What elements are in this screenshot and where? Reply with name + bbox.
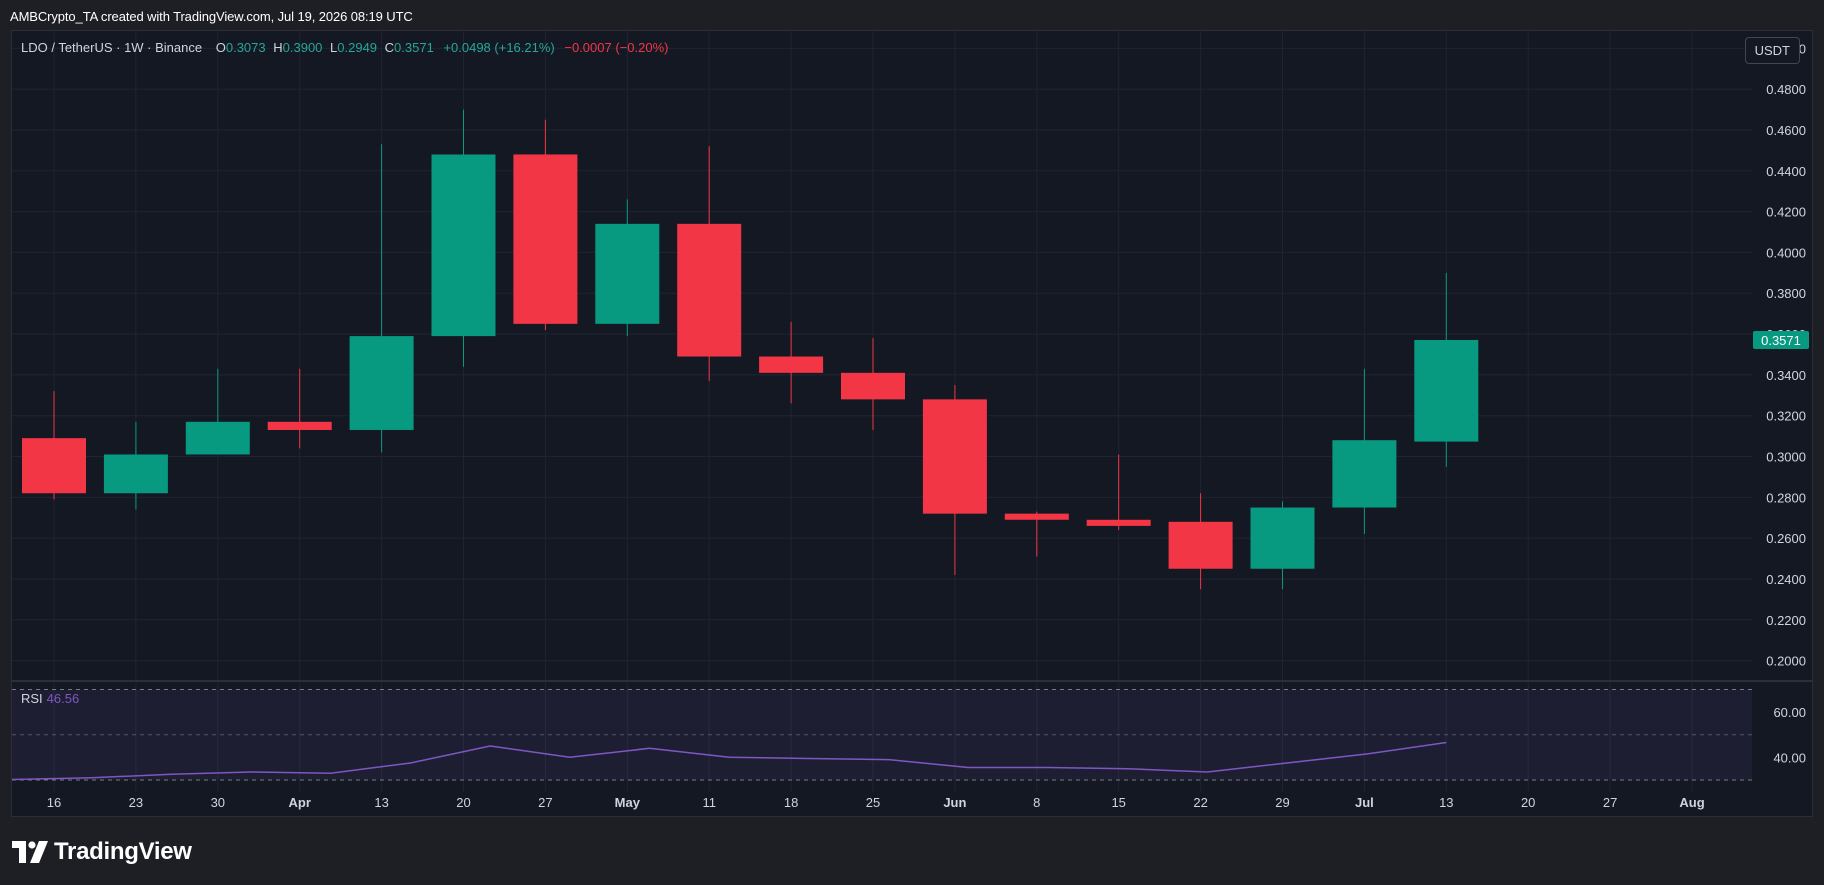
- price-tick-label: 0.2000: [1766, 654, 1806, 669]
- low-label: L: [330, 40, 338, 55]
- x-axis-label: 11: [702, 795, 716, 810]
- x-axis-label: 27: [538, 795, 552, 810]
- x-axis-label: 30: [211, 795, 225, 810]
- x-axis-label: Jul: [1355, 795, 1374, 810]
- price-tick-label: 0.3200: [1766, 409, 1806, 424]
- price-tick-label: 0.2600: [1766, 531, 1806, 546]
- rsi-value: 46.56: [46, 691, 80, 706]
- x-axis-label: 15: [1111, 795, 1125, 810]
- chart-frame[interactable]: 0.50000.48000.46000.44000.42000.40000.38…: [11, 30, 1813, 817]
- x-axis-label: 27: [1603, 795, 1617, 810]
- x-axis-label: 23: [129, 795, 143, 810]
- candle-body-down[interactable]: [1168, 521, 1233, 569]
- x-axis-label: May: [615, 795, 641, 810]
- rsi-tick-label: 60.00: [1773, 705, 1806, 720]
- currency-unit-button[interactable]: USDT: [1744, 37, 1800, 64]
- x-axis-label: 8: [1033, 795, 1040, 810]
- open-value: 0.3073: [225, 40, 266, 55]
- x-axis-label: Aug: [1679, 795, 1704, 810]
- last-price-label: 0.3571: [1761, 333, 1801, 348]
- rsi-label[interactable]: RSI: [21, 691, 43, 706]
- price-tick-label: 0.4600: [1766, 123, 1806, 138]
- x-axis-label: 18: [784, 795, 798, 810]
- last-price-badge: [1753, 330, 1809, 349]
- candle-body-down[interactable]: [677, 223, 742, 357]
- change-value: +0.0498 (+16.21%): [443, 40, 555, 55]
- open-label: O: [215, 40, 226, 55]
- x-axis-label: 22: [1193, 795, 1207, 810]
- candle-body-down[interactable]: [841, 372, 905, 400]
- high-label: H: [273, 40, 283, 55]
- x-axis-label: 13: [374, 795, 388, 810]
- price-tick-label: 0.2200: [1766, 613, 1806, 628]
- rsi-band-background: [12, 689, 1752, 780]
- candle-body-up[interactable]: [1414, 339, 1479, 442]
- symbol-title[interactable]: LDO / TetherUS · 1W · Binance: [21, 40, 203, 55]
- price-tick-label: 0.4200: [1766, 205, 1806, 220]
- price-tick-label: 0.3800: [1766, 286, 1806, 301]
- close-label: C: [384, 40, 395, 55]
- candle-body-down[interactable]: [267, 421, 332, 430]
- x-axis-label: 20: [456, 795, 470, 810]
- x-axis-label: 13: [1439, 795, 1453, 810]
- candle-body-up[interactable]: [1250, 507, 1315, 569]
- price-tick-label: 0.2800: [1766, 490, 1806, 505]
- brand-name: TradingView: [54, 838, 192, 865]
- candle-body-up[interactable]: [595, 223, 660, 324]
- price-tick-label: 0.2400: [1766, 572, 1806, 587]
- close-value: 0.3571: [394, 40, 434, 55]
- tradingview-logo-icon: [12, 841, 48, 863]
- candle-body-up[interactable]: [185, 421, 250, 455]
- x-axis-label: Jun: [943, 795, 966, 810]
- x-axis-label: 20: [1521, 795, 1535, 810]
- candle-body-down[interactable]: [1004, 513, 1069, 520]
- candle-body-down[interactable]: [922, 399, 987, 514]
- credit-header: AMBCrypto_TA created with TradingView.co…: [10, 9, 413, 24]
- x-axis-label: 25: [866, 795, 880, 810]
- x-axis-label: Apr: [289, 795, 311, 810]
- tradingview-brand[interactable]: TradingView: [12, 837, 192, 867]
- price-tick-label: 0.3000: [1766, 450, 1806, 465]
- price-tick-label: 0.4800: [1766, 82, 1806, 97]
- rsi-line[interactable]: [12, 741, 1447, 781]
- candle-body-up[interactable]: [1332, 440, 1397, 508]
- x-axis-label: 16: [47, 795, 61, 810]
- price-tick-label: 0.4400: [1766, 164, 1806, 179]
- candle-body-down[interactable]: [759, 356, 824, 373]
- price-tick-label: 0.3400: [1766, 368, 1806, 383]
- candle-body-up[interactable]: [431, 154, 496, 337]
- low-value: 0.2949: [337, 40, 378, 55]
- candle-body-down[interactable]: [1086, 519, 1151, 526]
- price-tick-label: 0.4000: [1766, 245, 1806, 260]
- high-value: 0.3900: [282, 40, 323, 55]
- x-axis-label: 29: [1275, 795, 1289, 810]
- candlestick-chart[interactable]: 0.50000.48000.46000.44000.42000.40000.38…: [12, 31, 1812, 816]
- rsi-legend: RSI 46.56: [21, 691, 79, 706]
- candle-body-up[interactable]: [103, 454, 168, 494]
- candle-body-up[interactable]: [349, 336, 414, 430]
- symbol-legend: LDO / TetherUS · 1W · Binance O0.3073 H0…: [21, 40, 668, 55]
- rsi-tick-label: 40.00: [1773, 750, 1806, 765]
- extra-change-value: −0.0007 (−0.20%): [564, 40, 669, 55]
- candle-body-down[interactable]: [22, 438, 86, 494]
- candle-body-down[interactable]: [513, 154, 578, 324]
